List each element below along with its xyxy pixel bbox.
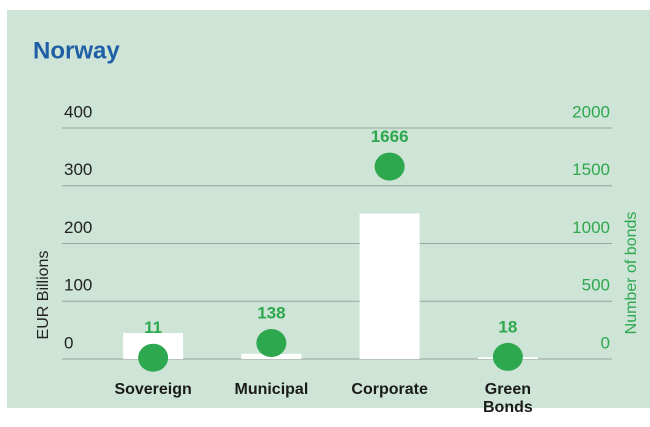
dot bbox=[256, 329, 287, 358]
data-label: 138 bbox=[257, 304, 285, 323]
panel bbox=[7, 10, 650, 408]
y-tick-label: 300 bbox=[64, 160, 92, 179]
chart-title: Norway bbox=[33, 37, 120, 64]
y-tick-label: 400 bbox=[64, 102, 92, 121]
y2-axis-label: Number of bonds bbox=[623, 212, 640, 335]
dot bbox=[492, 342, 523, 371]
x-tick-label: Corporate bbox=[351, 381, 428, 398]
dot bbox=[138, 343, 169, 372]
bar bbox=[359, 213, 420, 359]
dot bbox=[374, 152, 405, 181]
y-tick-label: 100 bbox=[64, 276, 92, 295]
x-tick-label: Sovereign bbox=[114, 381, 192, 398]
y2-tick-label: 0 bbox=[601, 333, 610, 352]
y2-tick-label: 2000 bbox=[572, 102, 610, 121]
y-tick-label: 200 bbox=[64, 218, 92, 237]
data-label: 11 bbox=[144, 318, 162, 337]
y-tick-label: 0 bbox=[64, 333, 73, 352]
data-label: 1666 bbox=[371, 127, 409, 146]
y2-tick-label: 1500 bbox=[572, 160, 610, 179]
y2-tick-label: 1000 bbox=[572, 218, 610, 237]
x-tick-label: Green Bonds bbox=[482, 381, 533, 416]
x-tick-label: Municipal bbox=[234, 381, 309, 398]
y2-tick-label: 500 bbox=[582, 276, 610, 295]
data-label: 18 bbox=[498, 317, 517, 336]
y-axis-label: EUR Billions bbox=[35, 251, 52, 340]
